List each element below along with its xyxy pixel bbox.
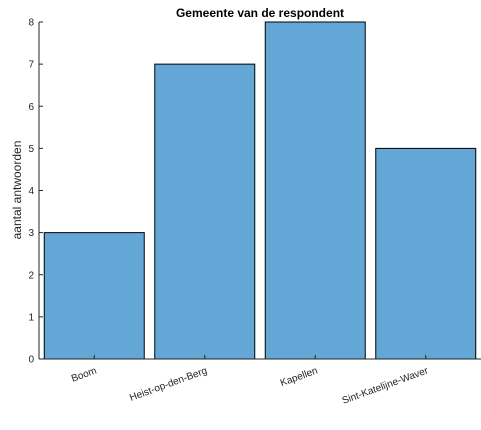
- x-tick-label: Kapellen: [279, 365, 319, 389]
- y-tick-label: 0: [28, 355, 34, 366]
- bar-heist-op-den-berg: [154, 63, 256, 360]
- y-tick-label: 6: [28, 102, 34, 113]
- y-tick-label: 8: [28, 18, 34, 29]
- y-ticks-group: 0 1 2 3 4 5 6 7 8: [28, 18, 43, 366]
- x-tick-label: Sint-Katelijne-Waver: [341, 365, 431, 407]
- y-tick-label: 3: [28, 228, 34, 239]
- bar-sint-katelijne-waver: [375, 147, 477, 360]
- y-tick-label: 5: [28, 144, 34, 155]
- y-tick-label: 7: [28, 60, 34, 71]
- x-ticks-group: Boom Heist-op-den-Berg Kapellen Sint-Kateli…: [70, 355, 430, 407]
- bar-boom: [43, 232, 145, 360]
- y-tick-label: 1: [28, 312, 34, 323]
- y-tick-label: 2: [28, 270, 34, 281]
- x-tick-label: Boom: [70, 365, 98, 384]
- y-tick-label: 4: [28, 186, 34, 197]
- bar-kapellen: [264, 21, 366, 360]
- y-axis-label: aantal antwoorden: [10, 141, 24, 240]
- chart-title: Gemeente van de respondent: [176, 6, 344, 20]
- bars-group: [43, 21, 477, 360]
- x-tick-label: Heist-op-den-Berg: [128, 365, 209, 403]
